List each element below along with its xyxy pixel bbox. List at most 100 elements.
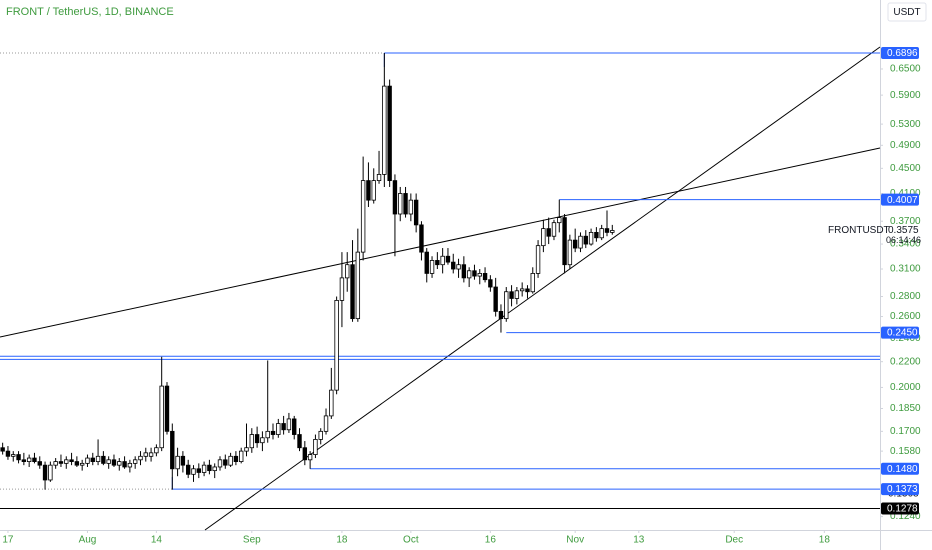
candle-body <box>530 273 535 293</box>
x-tick-label: 18 <box>819 535 831 546</box>
candle-body <box>95 455 101 462</box>
candle-body <box>567 239 573 266</box>
candle-body <box>472 270 477 277</box>
candle-body <box>127 462 133 468</box>
y-tick-label: 0.4100 <box>890 188 921 199</box>
currency: USDT <box>893 7 920 18</box>
price-badge-label: 0.1278 <box>887 504 918 515</box>
candle-body <box>307 454 313 461</box>
candle-body <box>604 228 610 233</box>
candle-body <box>318 430 323 440</box>
price-badge-label: 0.2450 <box>887 328 918 339</box>
price-badge <box>881 502 919 515</box>
y-tick-label: 0.3700 <box>890 216 921 227</box>
candle-body <box>58 461 64 464</box>
candle-body <box>461 264 467 279</box>
y-tick-label: 0.2000 <box>890 382 921 393</box>
y-tick-label: 0.6500 <box>890 64 921 75</box>
candle-body <box>313 439 318 455</box>
candle-body <box>525 288 530 293</box>
trend-line <box>0 147 881 338</box>
candle-body <box>557 217 562 224</box>
currency-box[interactable] <box>887 2 927 22</box>
candle-body <box>583 235 588 245</box>
candle-body <box>85 457 90 464</box>
countdown: 06:14:46 <box>886 235 921 245</box>
candle-body <box>117 461 122 466</box>
x-tick-label: Dec <box>725 535 743 546</box>
candle-body <box>419 224 424 253</box>
price-badge-label: 0.1480 <box>887 464 918 475</box>
price-badge <box>881 326 919 339</box>
candle-body <box>329 389 334 417</box>
candle-body <box>159 385 164 449</box>
candle-body <box>610 230 615 233</box>
y-tick-label: 0.5900 <box>890 90 921 101</box>
price-badge <box>881 193 919 206</box>
y-tick-label: 0.1700 <box>890 426 921 437</box>
candle-body <box>154 447 159 454</box>
y-tick-label: 0.1580 <box>890 446 921 457</box>
candle-body <box>228 455 233 466</box>
candle-body <box>408 199 414 215</box>
candle-body <box>148 452 154 457</box>
candle-body <box>366 180 371 201</box>
price-badge-label: 0.4007 <box>887 195 918 206</box>
candle-body <box>185 464 191 475</box>
candle-body <box>265 430 270 439</box>
candle-body <box>466 270 472 279</box>
candle-body <box>260 437 265 444</box>
candle-body <box>249 434 255 449</box>
candle-body <box>413 199 419 226</box>
y-tick-label: 0.1850 <box>890 403 921 414</box>
candle-body <box>180 455 186 466</box>
candle-body <box>482 273 488 281</box>
candle-body <box>170 430 175 470</box>
candle-body <box>445 255 451 263</box>
candle-body <box>201 464 207 473</box>
candle-body <box>164 385 170 432</box>
candle-body <box>588 231 594 245</box>
candle-body <box>360 180 366 253</box>
candle-body <box>53 461 58 466</box>
candle-body <box>79 462 85 466</box>
candle-body <box>64 459 69 464</box>
candle-body <box>345 264 350 279</box>
x-tick-label: 16 <box>485 535 497 546</box>
x-tick-label: 17 <box>2 535 14 546</box>
candle-body <box>292 418 297 435</box>
y-tick-label: 0.5300 <box>890 119 921 130</box>
candle-body <box>111 459 117 466</box>
candle-body <box>74 461 80 466</box>
x-tick-label: Oct <box>403 535 419 546</box>
candle-body <box>339 277 345 301</box>
candle-body <box>122 461 127 468</box>
candle-body <box>551 222 557 237</box>
candle-body <box>254 434 260 444</box>
price-badge <box>881 483 919 496</box>
y-tick-label: 0.3400 <box>890 239 921 250</box>
candle-body <box>26 457 32 462</box>
candle-body <box>546 228 551 237</box>
y-tick-label: 0.2600 <box>890 311 921 322</box>
candle-body <box>276 423 281 435</box>
price-badge <box>881 46 919 59</box>
candle-body <box>376 173 382 182</box>
candle-body <box>355 251 361 320</box>
candle-body <box>239 450 244 462</box>
candle-body <box>244 447 249 452</box>
candle-body <box>578 235 583 249</box>
candle-body <box>371 180 376 201</box>
candle-body <box>334 300 339 391</box>
candle-body <box>207 464 212 472</box>
candle-body <box>456 264 461 270</box>
candle-body <box>594 231 599 239</box>
candle-body <box>191 468 196 475</box>
candle-body <box>69 459 74 462</box>
candle-body <box>270 430 276 435</box>
candle-body <box>477 273 482 277</box>
candle-body <box>143 452 148 457</box>
candle-body <box>138 455 143 461</box>
y-tick-label: 0.1240 <box>890 511 921 522</box>
